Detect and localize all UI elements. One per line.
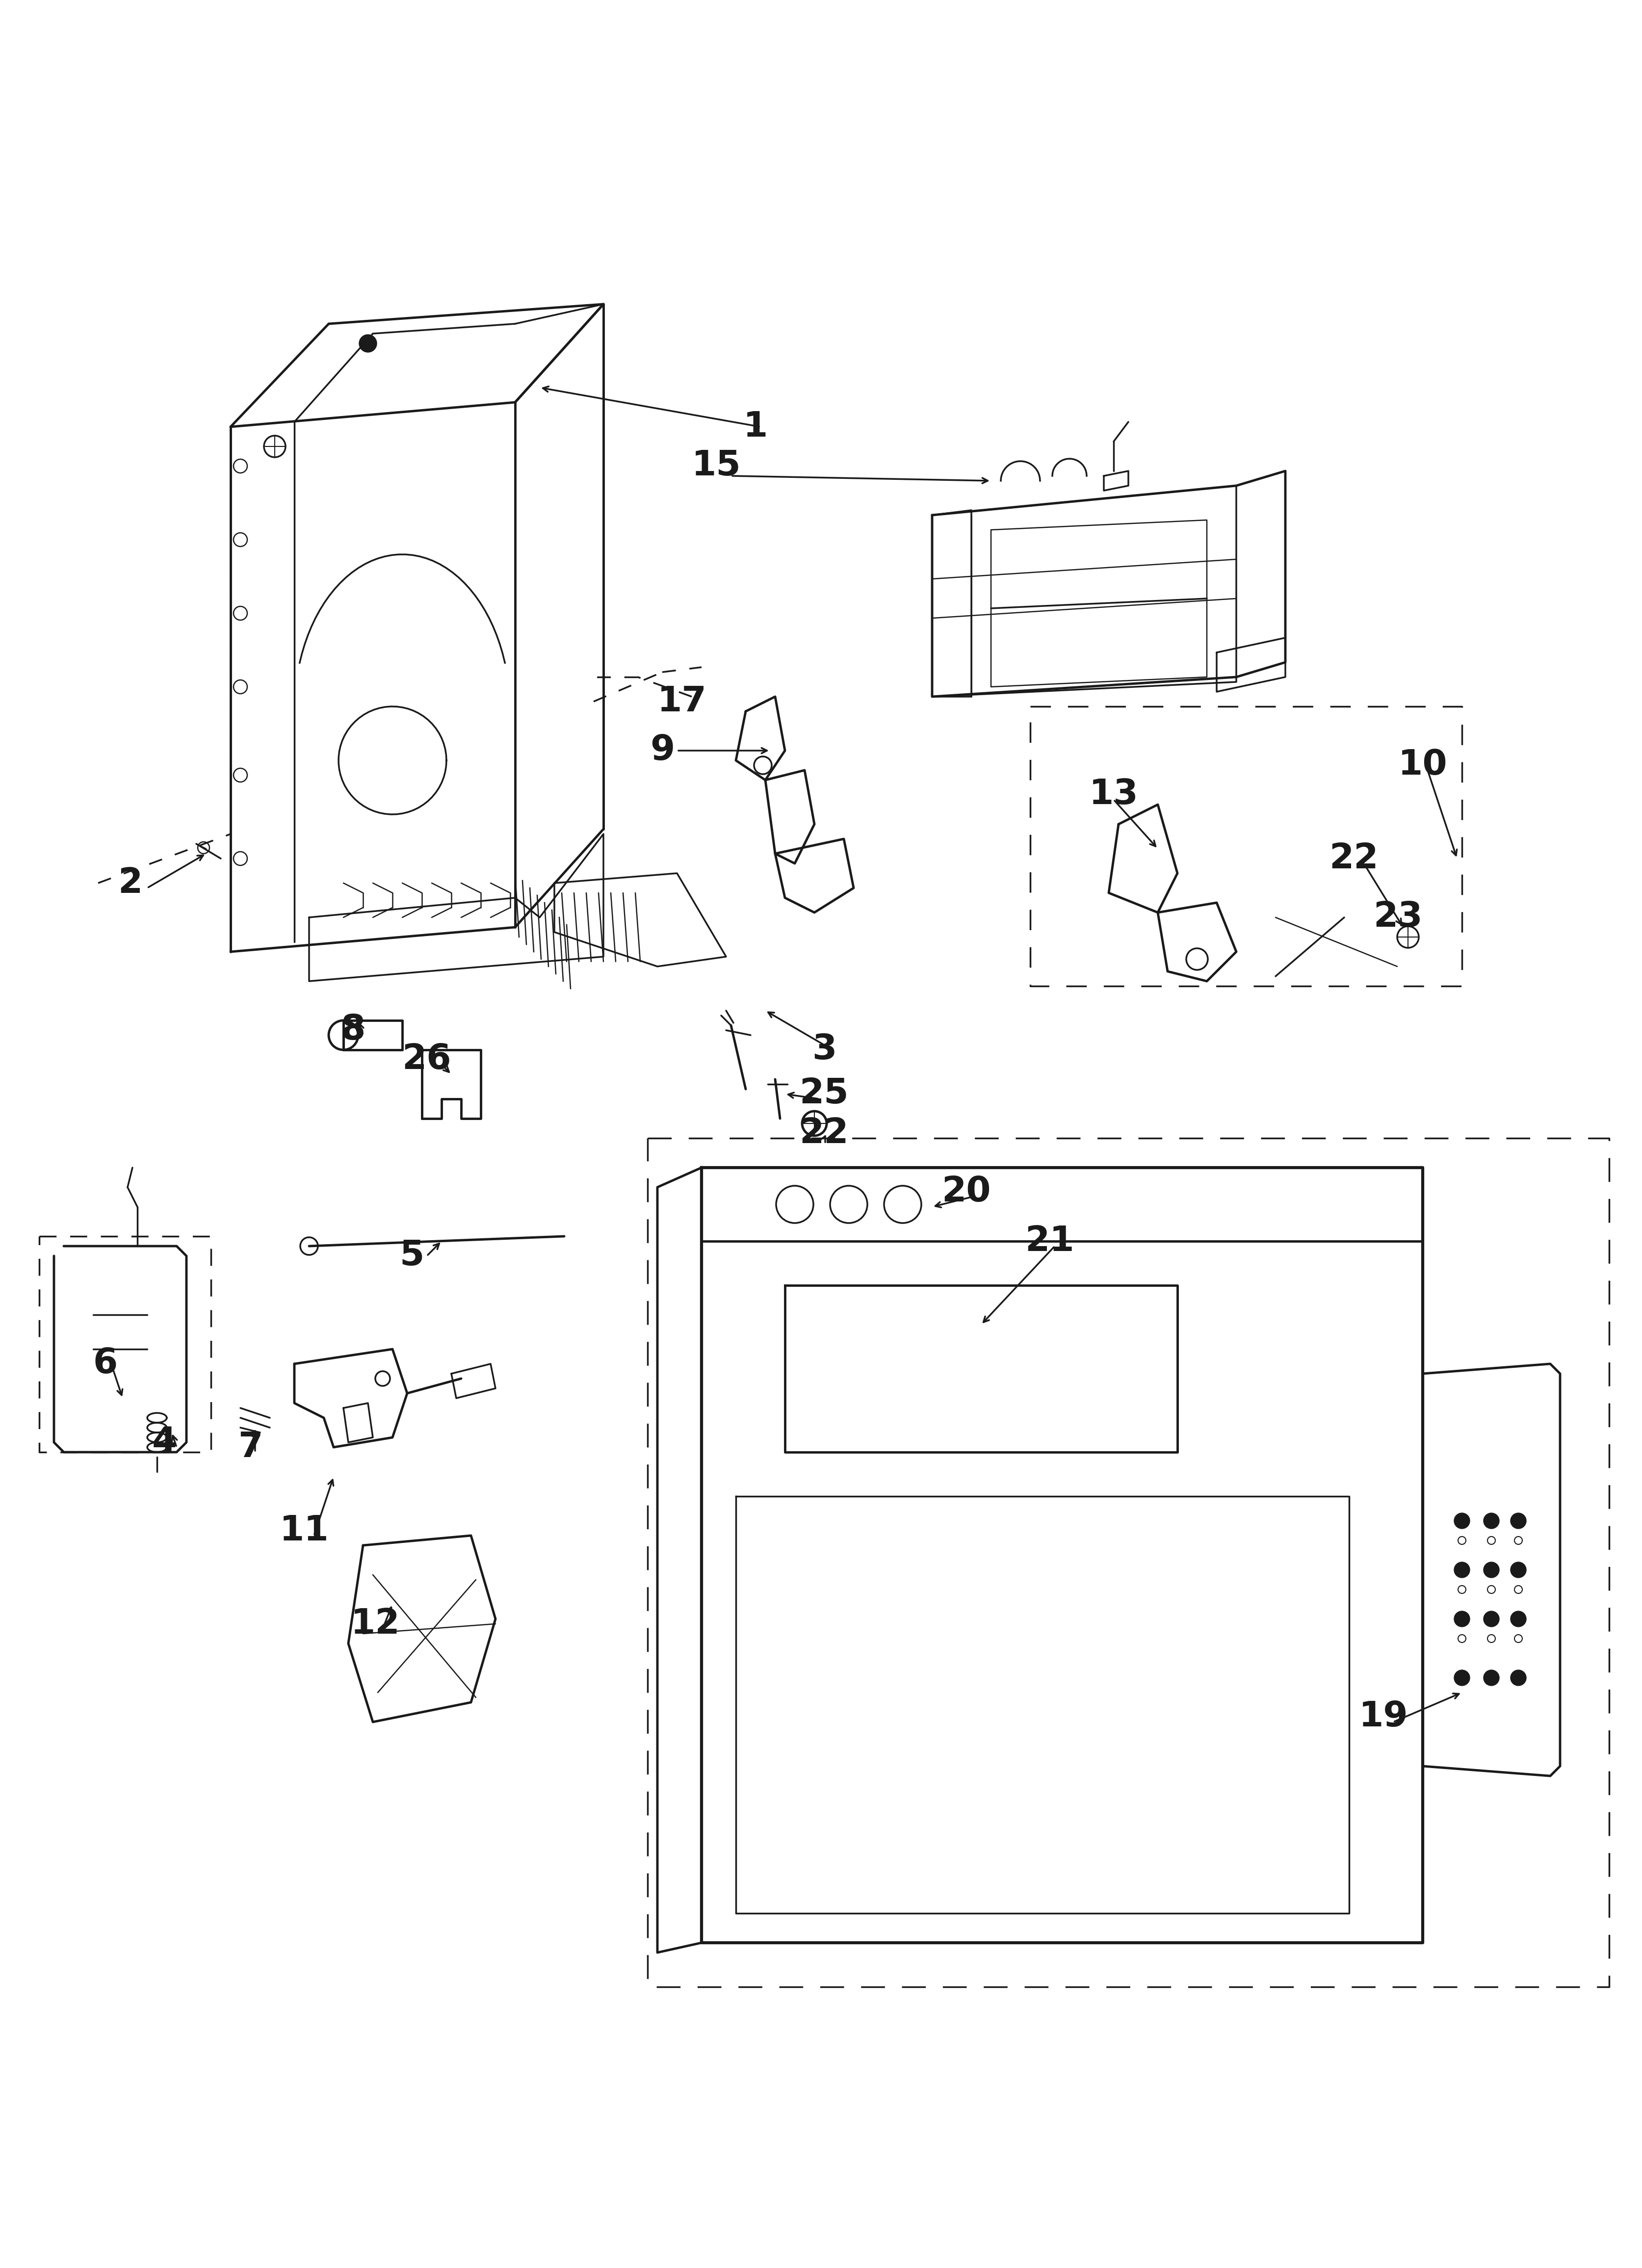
Text: 2: 2 <box>118 866 143 900</box>
Circle shape <box>1511 1513 1525 1529</box>
Text: 12: 12 <box>350 1608 401 1640</box>
Circle shape <box>1483 1563 1499 1579</box>
Text: 21: 21 <box>1025 1225 1074 1259</box>
Circle shape <box>1483 1669 1499 1685</box>
Text: 6: 6 <box>94 1347 118 1381</box>
Text: 4: 4 <box>153 1424 177 1458</box>
Text: 22: 22 <box>1328 841 1378 875</box>
Text: 19: 19 <box>1358 1701 1407 1735</box>
Text: 9: 9 <box>650 733 675 767</box>
Circle shape <box>360 336 376 352</box>
Text: 26: 26 <box>402 1043 452 1077</box>
Text: 1: 1 <box>742 411 767 445</box>
Text: 13: 13 <box>1089 778 1138 812</box>
Circle shape <box>1511 1563 1525 1579</box>
Circle shape <box>1453 1610 1470 1626</box>
Circle shape <box>1483 1513 1499 1529</box>
Text: 25: 25 <box>800 1077 849 1111</box>
Text: 11: 11 <box>279 1513 328 1547</box>
Circle shape <box>1453 1513 1470 1529</box>
Text: 20: 20 <box>941 1175 990 1209</box>
Text: 15: 15 <box>691 449 741 483</box>
Circle shape <box>1483 1610 1499 1626</box>
Circle shape <box>1453 1563 1470 1579</box>
Text: 3: 3 <box>811 1032 836 1066</box>
Circle shape <box>1453 1669 1470 1685</box>
Text: 22: 22 <box>800 1116 849 1150</box>
Text: 8: 8 <box>342 1014 366 1048</box>
Text: 23: 23 <box>1373 900 1422 934</box>
Text: 10: 10 <box>1397 748 1447 782</box>
Text: 7: 7 <box>238 1431 263 1465</box>
Text: 17: 17 <box>657 685 706 719</box>
Circle shape <box>1511 1610 1525 1626</box>
Text: 5: 5 <box>399 1238 424 1272</box>
Circle shape <box>1511 1669 1525 1685</box>
